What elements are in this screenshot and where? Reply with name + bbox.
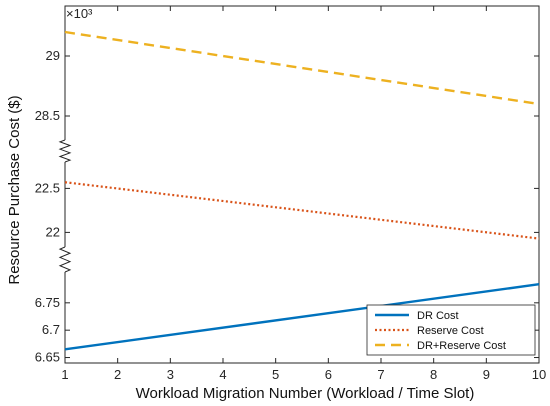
plot-frame [64,5,540,364]
y-multiplier-label: ×10³ [66,6,93,21]
y-tick-label: 6.75 [35,295,60,310]
legend-label-1: Reserve Cost [417,325,484,337]
series-layer [64,30,540,351]
y-tick-label: 22 [46,224,60,239]
x-tick-label: 9 [483,367,490,382]
x-tick-label: 3 [167,367,174,382]
legend: DR Cost Reserve Cost DR+Reserve Cost [366,304,536,356]
x-tick-label: 10 [532,367,546,382]
y-tick-label: 29 [46,48,60,63]
plot-area [64,5,540,364]
x-tick-label: 7 [377,367,384,382]
legend-label-2: DR+Reserve Cost [417,340,506,352]
axis-break-upper [58,139,72,163]
legend-label-0: DR Cost [417,310,459,322]
x-tick-label: 1 [61,367,68,382]
x-tick-label: 2 [114,367,121,382]
y-tick-label: 22.5 [35,180,60,195]
x-tick-label: 4 [219,367,226,382]
axis-break-lower [58,246,72,273]
y-tick-label: 6.7 [42,322,60,337]
x-tick-label: 5 [272,367,279,382]
y-tick-label: 28.5 [35,108,60,123]
y-tick-label: 6.65 [35,350,60,365]
x-tick-label: 8 [430,367,437,382]
series-line-0 [64,283,540,351]
ticks-layer: 1 2 3 4 5 6 7 8 9 10 29 28.5 22.5 22 6.75 6.7 6.65 [35,6,546,382]
series-line-1 [64,181,540,240]
y-axis-label: Resource Purchase Cost ($) [6,95,23,284]
x-axis-label: Workload Migration Number (Workload / Ti… [136,385,475,402]
x-tick-label: 6 [325,367,332,382]
